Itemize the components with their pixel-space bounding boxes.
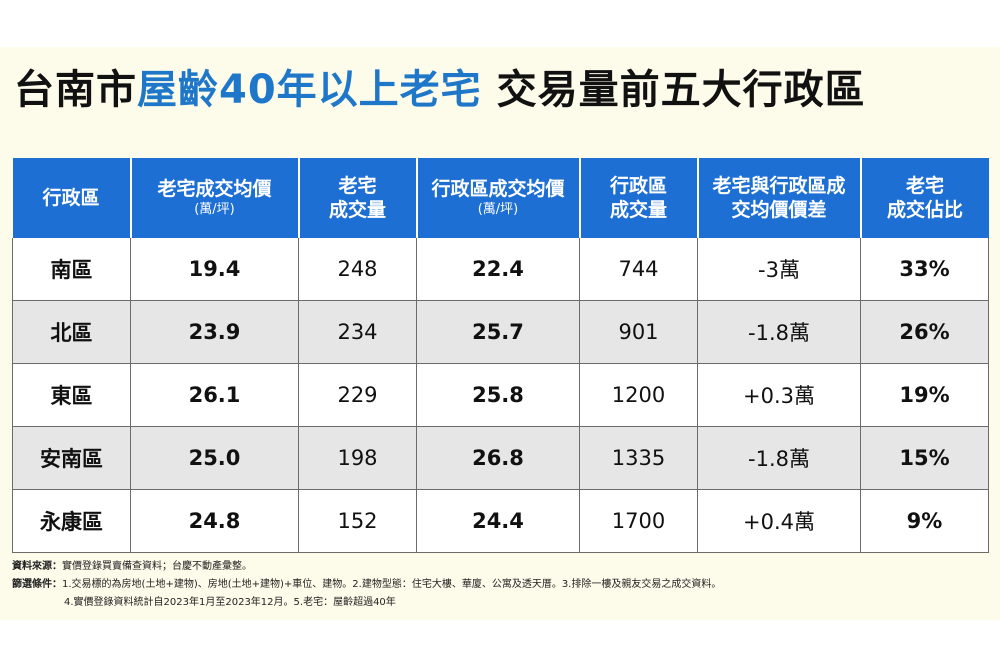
cell-district-volume: 744 xyxy=(579,238,698,301)
cell-district-volume: 1700 xyxy=(579,489,698,553)
table-row: 南區 19.4 248 22.4 744 -3萬 33% xyxy=(12,238,989,301)
cell-district: 安南區 xyxy=(12,426,131,490)
header-share: 老宅 成交佔比 xyxy=(859,158,989,238)
cell-old-price: 24.8 xyxy=(130,489,299,553)
header-district: 行政區 xyxy=(12,158,131,238)
cell-old-price: 23.9 xyxy=(130,300,299,364)
header-old-volume: 老宅 成交量 xyxy=(297,158,417,238)
cell-district-price: 25.8 xyxy=(416,363,580,427)
footnote-source: 資料來源：實價登錄買賣備查資料；台慶不動產彙整。 xyxy=(12,561,252,572)
cell-old-price: 25.0 xyxy=(130,426,299,490)
footnotes: 資料來源：實價登錄買賣備查資料；台慶不動產彙整。 篩選條件：1.交易標的為房地(… xyxy=(12,558,988,612)
title-highlight: 屋齡40年以上老宅 xyxy=(137,67,482,113)
cell-share: 9% xyxy=(860,489,989,553)
cell-share: 19% xyxy=(860,363,989,427)
cell-district-price: 24.4 xyxy=(416,489,580,553)
cell-price-diff: -3萬 xyxy=(697,238,861,301)
cell-old-volume: 198 xyxy=(298,426,417,490)
title-rest: 交易量前五大行政區 xyxy=(481,67,866,113)
table-row: 安南區 25.0 198 26.8 1335 -1.8萬 15% xyxy=(12,426,989,490)
cell-price-diff: -1.8萬 xyxy=(697,300,861,364)
table-row: 北區 23.9 234 25.7 901 -1.8萬 26% xyxy=(12,300,989,364)
cell-price-diff: -1.8萬 xyxy=(697,426,861,490)
table-row: 東區 26.1 229 25.8 1200 +0.3萬 19% xyxy=(12,363,989,427)
cell-district: 永康區 xyxy=(12,489,131,553)
header-price-diff: 老宅與行政區成 交均價價差 xyxy=(696,158,861,238)
footnote-filter-continued: 4.實價登錄資料統計自2023年1月至2023年12月。5.老宅：屋齡超過40年 xyxy=(64,597,396,608)
cell-district-volume: 901 xyxy=(579,300,698,364)
cell-district-price: 26.8 xyxy=(416,426,580,490)
cell-district: 南區 xyxy=(12,238,131,301)
cell-old-volume: 248 xyxy=(298,238,417,301)
header-old-price: 老宅成交均價 (萬/坪) xyxy=(129,158,299,238)
cell-district-price: 25.7 xyxy=(416,300,580,364)
cell-old-volume: 152 xyxy=(298,489,417,553)
page-title: 台南市屋齡40年以上老宅 交易量前五大行政區 xyxy=(14,58,994,122)
cell-district-volume: 1335 xyxy=(579,426,698,490)
footnote-filter: 篩選條件：1.交易標的為房地(土地+建物)、房地(土地+建物)+車位、建物。2.… xyxy=(12,579,722,590)
cell-district-volume: 1200 xyxy=(579,363,698,427)
cell-share: 33% xyxy=(860,238,989,301)
header-district-volume: 行政區 成交量 xyxy=(578,158,698,238)
header-district-price: 行政區成交均價 (萬/坪) xyxy=(415,158,580,238)
cell-old-volume: 229 xyxy=(298,363,417,427)
cell-old-price: 19.4 xyxy=(130,238,299,301)
cell-district-price: 22.4 xyxy=(416,238,580,301)
cell-price-diff: +0.3萬 xyxy=(697,363,861,427)
cell-district: 北區 xyxy=(12,300,131,364)
cell-old-volume: 234 xyxy=(298,300,417,364)
cell-share: 26% xyxy=(860,300,989,364)
table-header-row: 行政區 老宅成交均價 (萬/坪) 老宅 成交量 行政區成交均價 (萬/坪) 行政區 成交… xyxy=(12,158,989,238)
cell-share: 15% xyxy=(860,426,989,490)
cell-old-price: 26.1 xyxy=(130,363,299,427)
cell-price-diff: +0.4萬 xyxy=(697,489,861,553)
table-row: 永康區 24.8 152 24.4 1700 +0.4萬 9% xyxy=(12,489,989,553)
district-table: 行政區 老宅成交均價 (萬/坪) 老宅 成交量 行政區成交均價 (萬/坪) 行政區 成交… xyxy=(12,158,989,553)
title-city: 台南市 xyxy=(14,67,137,113)
cell-district: 東區 xyxy=(12,363,131,427)
